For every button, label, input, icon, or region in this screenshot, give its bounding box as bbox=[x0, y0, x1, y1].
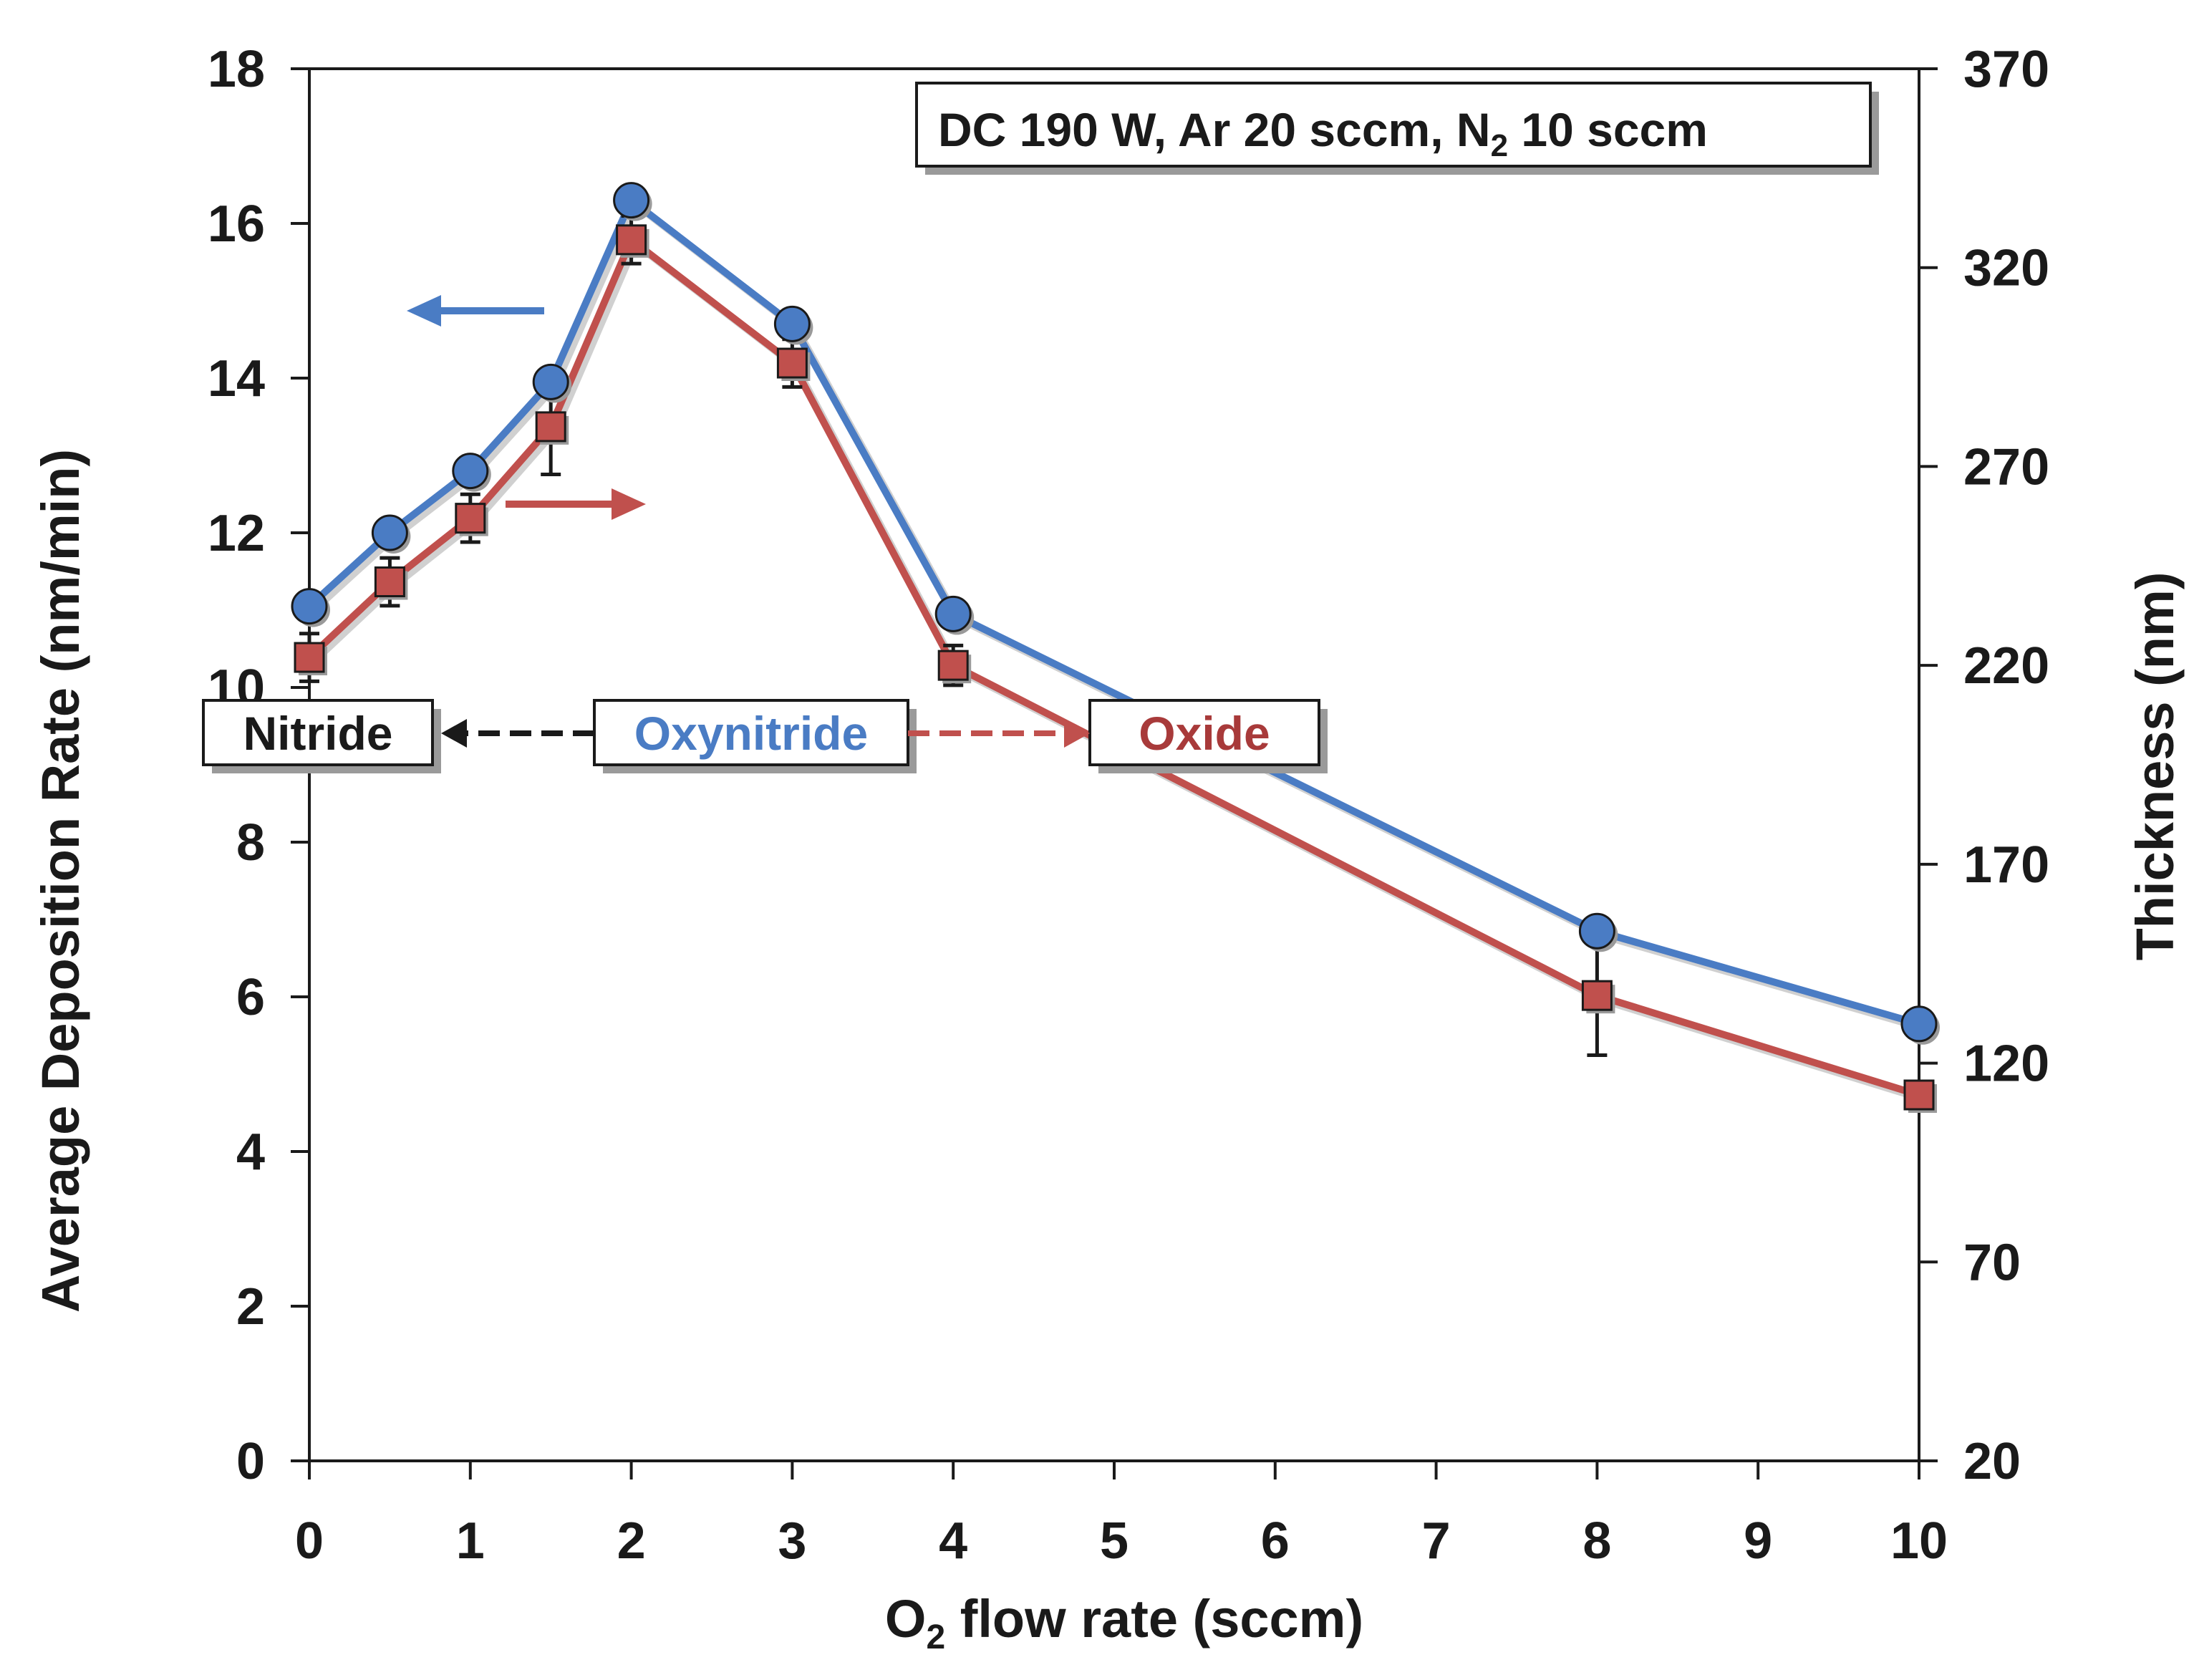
x-tick-label: 3 bbox=[778, 1512, 806, 1570]
y-left-tick-label: 16 bbox=[208, 195, 265, 253]
oxide-arrow-head bbox=[1064, 719, 1090, 748]
x-axis-title-main: O bbox=[885, 1589, 927, 1648]
y-right-tick-label: 20 bbox=[1963, 1433, 2021, 1490]
phase-label-oxide: Oxide bbox=[1088, 699, 1328, 773]
data-point-deposition-rate bbox=[1900, 1005, 1938, 1043]
nitride-arrow-head bbox=[441, 719, 467, 748]
series-0-line bbox=[306, 196, 1920, 1028]
x-axis-title-sub: 2 bbox=[926, 1618, 945, 1656]
x-tick-label: 2 bbox=[617, 1512, 646, 1570]
condition-line1: DC 190 W, Ar 20 sccm, N bbox=[938, 103, 1491, 156]
x-tick-label: 5 bbox=[1100, 1512, 1129, 1570]
phase-label-oxynitride: Oxynitride bbox=[593, 699, 917, 773]
condition-annotation-text: DC 190 W, Ar 20 sccm, N2 10 sccm bbox=[938, 103, 1708, 163]
data-point-thickness bbox=[535, 411, 566, 443]
data-point-thickness bbox=[455, 503, 486, 534]
y-left-tick-label: 4 bbox=[236, 1124, 265, 1181]
condition-line2: 10 sccm bbox=[1508, 103, 1708, 156]
data-point-deposition-rate bbox=[452, 453, 489, 490]
data-point-thickness bbox=[1581, 980, 1613, 1011]
y-right-tick-label: 220 bbox=[1963, 637, 2049, 695]
data-point-thickness bbox=[616, 224, 647, 256]
x-tick-label: 4 bbox=[939, 1512, 967, 1570]
x-tick-label: 7 bbox=[1422, 1512, 1451, 1570]
right-axis-indicator-arrow bbox=[506, 488, 646, 520]
y-right-tick-label: 320 bbox=[1963, 240, 2049, 297]
data-point-deposition-rate bbox=[291, 588, 328, 625]
series-0-shadow bbox=[311, 201, 1925, 1032]
data-point-deposition-rate bbox=[371, 514, 408, 551]
phase-label-nitride: Nitride bbox=[202, 699, 441, 773]
y-right-tick-label: 270 bbox=[1963, 438, 2049, 496]
data-point-thickness bbox=[1903, 1079, 1935, 1111]
data-point-deposition-rate bbox=[1578, 912, 1615, 950]
data-point-thickness bbox=[294, 642, 325, 673]
x-tick-label: 0 bbox=[295, 1512, 324, 1570]
x-tick-label: 1 bbox=[456, 1512, 485, 1570]
x-tick-label: 10 bbox=[1890, 1512, 1948, 1570]
left-axis-indicator-arrow bbox=[407, 295, 544, 327]
y-left-tick-label: 14 bbox=[208, 350, 265, 407]
y-left-tick-label: 2 bbox=[236, 1278, 265, 1336]
y-left-tick-label: 6 bbox=[236, 969, 265, 1026]
y-right-tick-label: 370 bbox=[1963, 41, 2049, 98]
y-left-tick-label: 0 bbox=[236, 1433, 265, 1490]
x-tick-label: 9 bbox=[1744, 1512, 1772, 1570]
phase-label-oxynitride-text: Oxynitride bbox=[634, 707, 868, 760]
data-point-deposition-rate bbox=[934, 595, 972, 632]
y-axis-left-title: Average Deposition Rate (nm/min) bbox=[31, 449, 90, 1313]
data-point-deposition-rate bbox=[532, 363, 569, 400]
x-axis-title: O2 flow rate (sccm) bbox=[885, 1589, 1363, 1656]
data-point-thickness bbox=[776, 347, 808, 379]
phase-label-nitride-text: Nitride bbox=[243, 707, 392, 760]
data-point-thickness bbox=[374, 566, 405, 598]
y-axis-right-title: Thickness (nm) bbox=[2125, 572, 2185, 961]
data-point-deposition-rate bbox=[773, 305, 811, 342]
x-tick-label: 8 bbox=[1582, 1512, 1611, 1570]
data-point-thickness bbox=[937, 650, 969, 681]
y-left-tick-label: 18 bbox=[208, 41, 265, 98]
y-right-tick-label: 70 bbox=[1963, 1234, 2021, 1291]
y-left-tick-label: 12 bbox=[208, 505, 265, 562]
x-tick-label: 6 bbox=[1261, 1512, 1290, 1570]
y-left-tick-label: 8 bbox=[236, 814, 265, 872]
phase-label-oxide-text: Oxide bbox=[1139, 707, 1270, 760]
y-right-tick-label: 170 bbox=[1963, 836, 2049, 894]
condition-sub: 2 bbox=[1491, 128, 1508, 163]
y-right-tick-label: 120 bbox=[1963, 1035, 2049, 1093]
x-axis-title-rest: flow rate (sccm) bbox=[945, 1589, 1363, 1648]
condition-annotation: DC 190 W, Ar 20 sccm, N2 10 sccm bbox=[915, 82, 1879, 175]
data-point-deposition-rate bbox=[613, 182, 650, 219]
